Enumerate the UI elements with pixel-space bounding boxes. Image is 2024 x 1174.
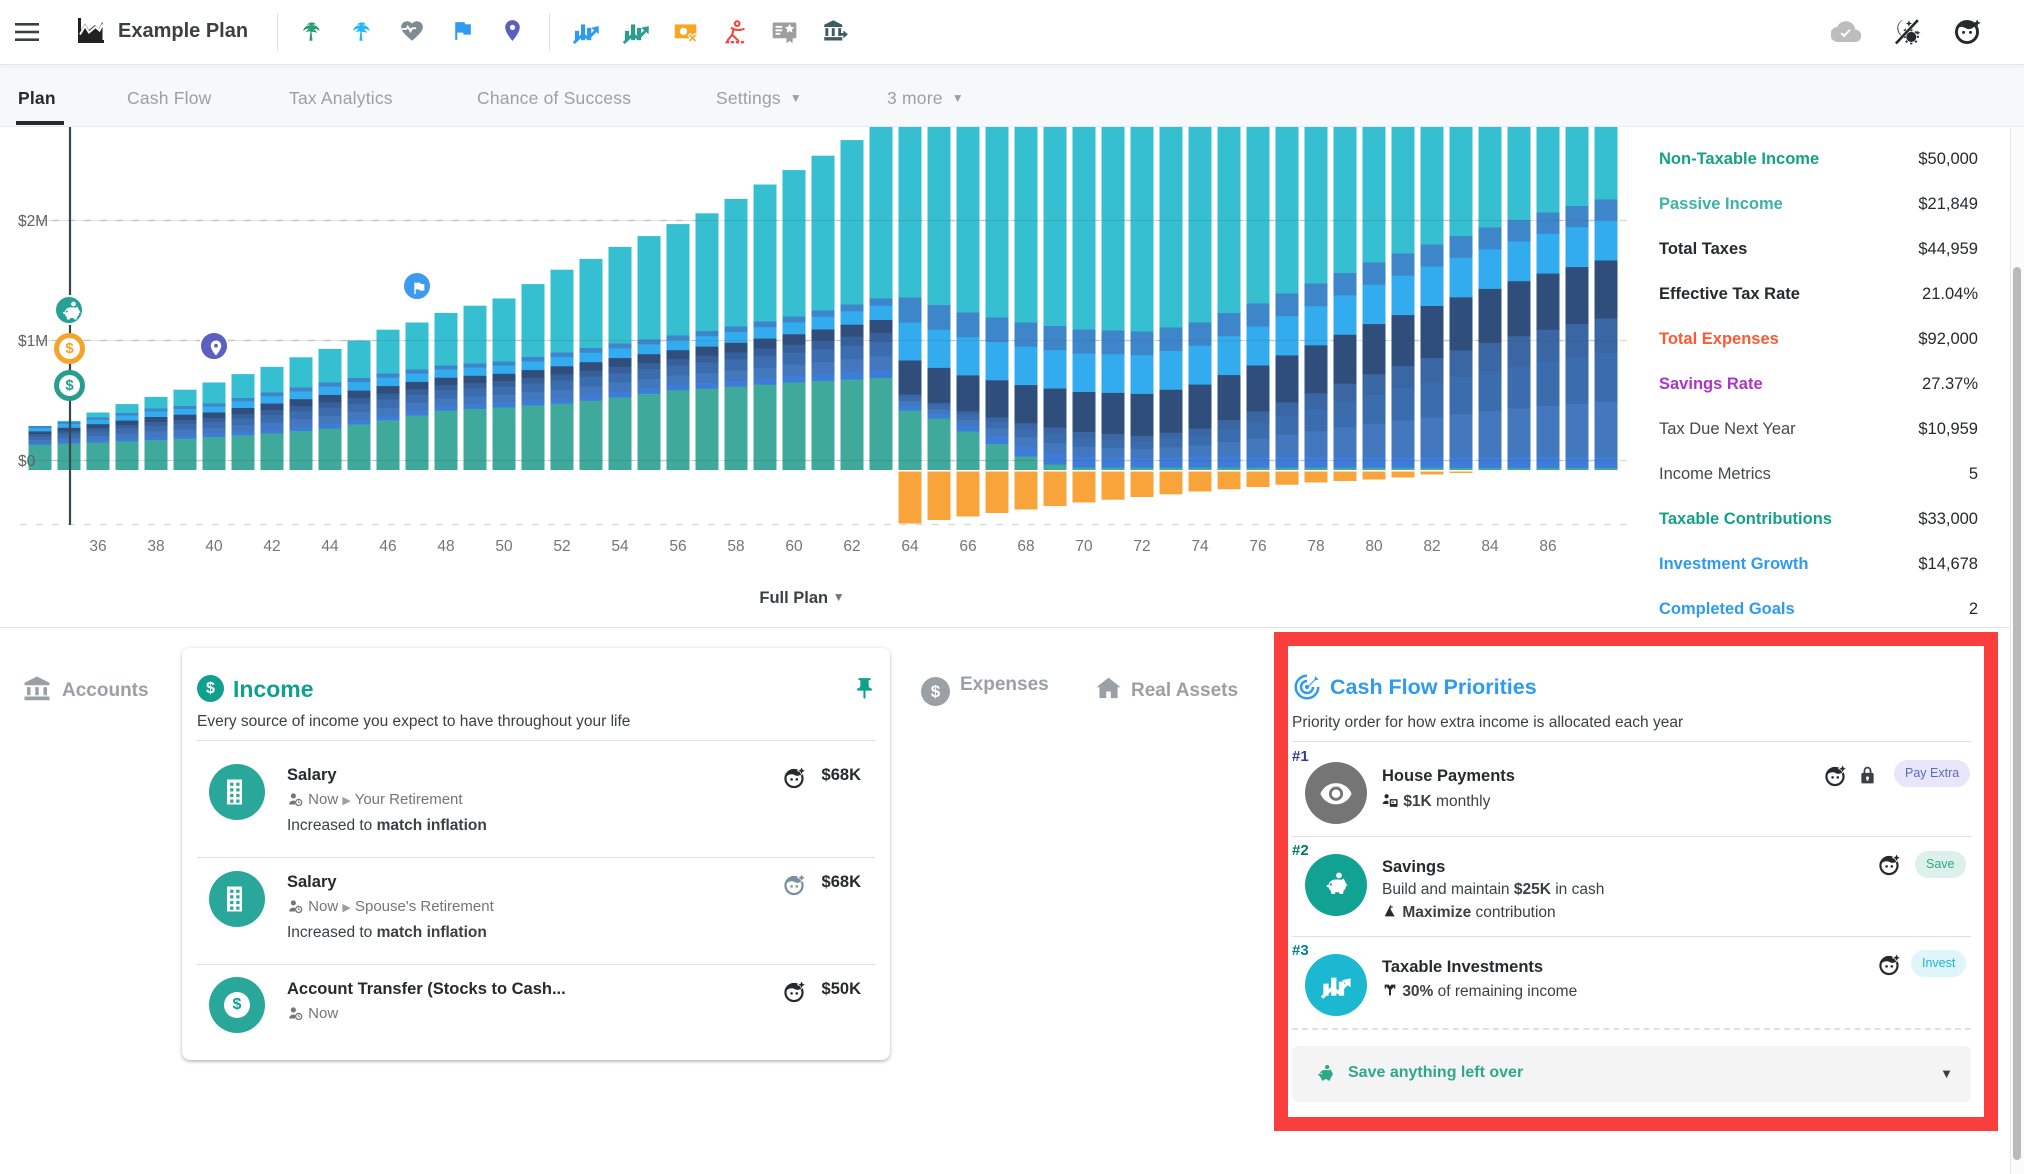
svg-text:$2M: $2M	[18, 213, 48, 230]
svg-text:50: 50	[495, 538, 513, 555]
svg-text:38: 38	[147, 538, 164, 555]
svg-text:70: 70	[1075, 538, 1093, 555]
svg-text:68: 68	[1017, 538, 1034, 555]
svg-text:54: 54	[611, 538, 629, 555]
svg-text:76: 76	[1249, 538, 1266, 555]
svg-text:80: 80	[1365, 538, 1383, 555]
svg-text:60: 60	[785, 538, 803, 555]
svg-text:44: 44	[321, 538, 339, 555]
svg-text:36: 36	[89, 538, 106, 555]
svg-text:$0: $0	[18, 453, 36, 470]
svg-text:40: 40	[205, 538, 223, 555]
svg-text:74: 74	[1191, 538, 1209, 555]
svg-text:52: 52	[553, 538, 570, 555]
svg-text:72: 72	[1133, 538, 1150, 555]
svg-text:84: 84	[1481, 538, 1499, 555]
svg-text:58: 58	[727, 538, 744, 555]
svg-text:42: 42	[263, 538, 280, 555]
svg-text:78: 78	[1307, 538, 1324, 555]
svg-text:48: 48	[437, 538, 454, 555]
svg-text:86: 86	[1539, 538, 1556, 555]
svg-text:46: 46	[379, 538, 396, 555]
svg-text:56: 56	[669, 538, 686, 555]
svg-text:64: 64	[901, 538, 919, 555]
svg-text:$1M: $1M	[18, 333, 48, 350]
svg-text:66: 66	[959, 538, 976, 555]
svg-text:62: 62	[843, 538, 860, 555]
svg-text:82: 82	[1423, 538, 1440, 555]
